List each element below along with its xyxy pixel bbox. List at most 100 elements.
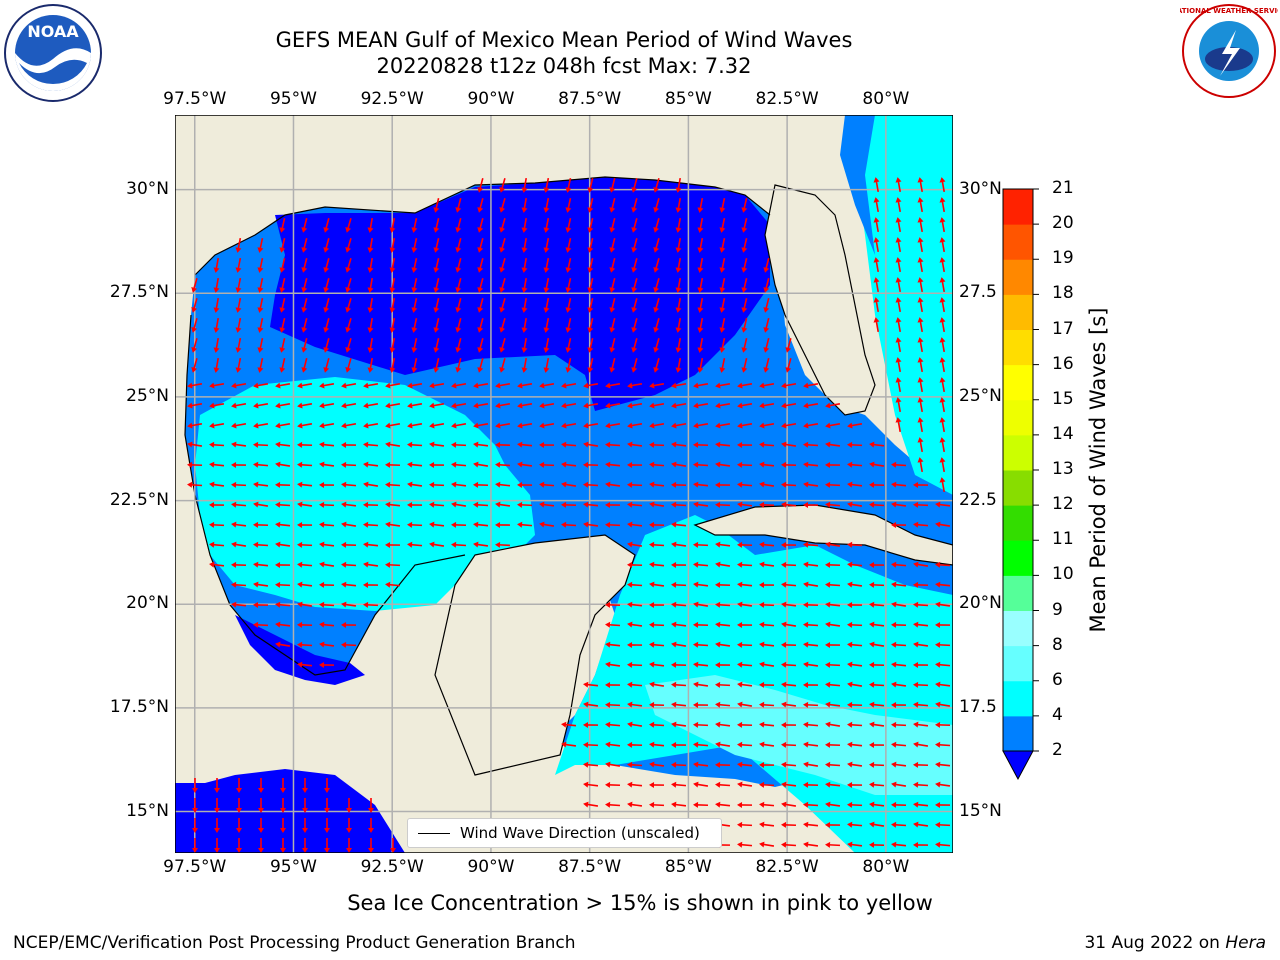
wave-direction-arrow [385, 441, 401, 448]
wave-direction-arrow [385, 461, 401, 468]
wave-direction-arrow [367, 257, 374, 273]
wave-direction-arrow [209, 441, 225, 448]
wave-direction-arrow [715, 561, 731, 568]
wave-direction-arrow [257, 297, 264, 313]
wave-direction-arrow [653, 198, 660, 213]
wave-direction-arrow [495, 481, 511, 488]
wave-direction-arrow [605, 601, 621, 608]
wave-direction-arrow [407, 422, 423, 429]
wave-direction-arrow [693, 781, 709, 788]
wave-direction-arrow [653, 238, 660, 253]
wave-direction-arrow [235, 277, 242, 293]
wave-direction-arrow [693, 721, 709, 728]
wave-direction-arrow [895, 337, 902, 353]
wave-direction-arrow [346, 798, 352, 813]
wave-direction-arrow [279, 217, 286, 233]
wave-direction-arrow [649, 781, 665, 788]
wave-direction-arrow [649, 501, 665, 508]
wave-direction-arrow [759, 422, 775, 429]
wave-direction-arrow [913, 501, 929, 508]
wave-direction-arrow [275, 481, 291, 488]
wave-direction-arrow [825, 601, 841, 608]
wave-direction-arrow [213, 337, 220, 353]
wave-direction-arrow [939, 257, 946, 273]
wave-direction-arrow [847, 422, 863, 429]
wave-direction-arrow [539, 441, 555, 448]
colorbar-tick-label: 21 [1052, 178, 1074, 198]
wave-direction-arrow [803, 701, 819, 708]
wave-direction-arrow [275, 561, 291, 568]
wave-direction-arrow [895, 177, 902, 193]
wave-direction-arrow [715, 382, 731, 389]
wave-direction-arrow [803, 481, 819, 488]
wave-direction-arrow [803, 461, 819, 468]
wave-direction-arrow [451, 501, 467, 508]
wave-direction-arrow [759, 701, 775, 708]
wave-direction-arrow [561, 521, 577, 528]
wave-direction-arrow [499, 278, 506, 293]
wave-direction-arrow [847, 701, 863, 708]
wave-direction-arrow [605, 801, 621, 808]
wave-direction-arrow [605, 481, 621, 488]
wave-direction-arrow [213, 317, 220, 333]
wave-direction-arrow [319, 481, 335, 488]
wave-direction-arrow [719, 237, 726, 253]
wave-direction-arrow [279, 297, 286, 313]
wave-direction-arrow [913, 521, 929, 528]
wave-direction-arrow [389, 277, 396, 293]
wave-direction-arrow [895, 377, 902, 393]
wave-direction-arrow [609, 178, 616, 193]
wave-direction-arrow [873, 177, 880, 193]
wave-direction-arrow [192, 778, 198, 793]
wave-direction-arrow [715, 621, 731, 628]
wave-direction-arrow [297, 521, 313, 528]
wave-direction-arrow [741, 217, 748, 233]
colorbar [1002, 188, 1039, 781]
wave-direction-arrow [561, 461, 577, 468]
wave-direction-arrow [939, 397, 946, 413]
wave-direction-arrow [895, 257, 902, 273]
wave-direction-arrow [825, 402, 841, 409]
wave-direction-arrow [939, 197, 946, 213]
wave-direction-arrow [869, 701, 885, 708]
noaa-logo: NOAA [4, 4, 102, 102]
wave-direction-arrow [653, 318, 660, 333]
wave-direction-arrow [873, 317, 880, 333]
wave-direction-arrow [385, 402, 401, 409]
wave-direction-arrow [719, 357, 726, 373]
wave-direction-arrow [781, 801, 797, 808]
wave-direction-arrow [368, 838, 374, 853]
wave-direction-arrow [759, 481, 775, 488]
wave-direction-arrow [763, 318, 770, 333]
wave-direction-arrow [649, 721, 665, 728]
wave-direction-arrow [214, 818, 220, 833]
wave-direction-arrow [583, 382, 599, 389]
wave-direction-arrow [477, 238, 484, 253]
wave-direction-arrow [715, 661, 731, 668]
wave-direction-arrow [477, 178, 484, 193]
wave-direction-arrow [429, 402, 445, 409]
wave-direction-arrow [697, 317, 704, 333]
wave-direction-arrow [363, 541, 379, 548]
wave-direction-arrow [517, 461, 533, 468]
wave-direction-arrow [737, 641, 753, 648]
wave-direction-arrow [803, 761, 819, 768]
wave-direction-arrow [301, 338, 308, 353]
wave-direction-arrow [257, 357, 264, 373]
wave-direction-arrow [759, 741, 775, 748]
latitude-tick-label: 17.5°N [109, 696, 169, 717]
wave-direction-arrow [869, 681, 885, 688]
wave-direction-arrow [873, 197, 880, 213]
wave-direction-arrow [477, 358, 484, 373]
wave-direction-arrow [671, 621, 687, 628]
wave-direction-arrow [693, 801, 709, 808]
wave-direction-arrow [895, 237, 902, 253]
wave-direction-arrow [187, 402, 203, 409]
wave-direction-arrow [609, 278, 616, 293]
wave-direction-arrow [231, 561, 247, 568]
wave-direction-arrow [631, 238, 638, 253]
wave-direction-arrow [433, 357, 440, 373]
wave-direction-arrow [715, 601, 731, 608]
wave-direction-arrow [385, 382, 401, 389]
wave-direction-arrow [803, 561, 819, 568]
